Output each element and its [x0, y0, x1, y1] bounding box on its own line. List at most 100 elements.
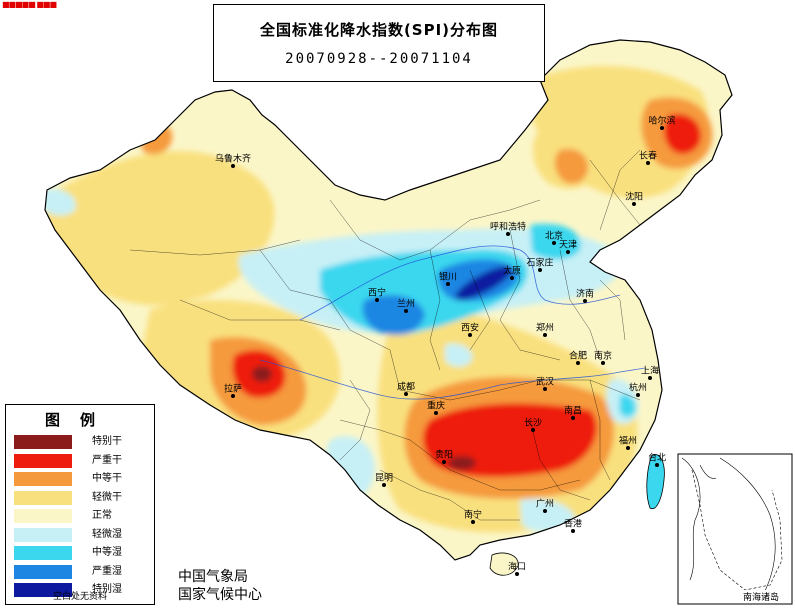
legend-note: 空白处无资料	[52, 592, 107, 602]
city-marker-nanchang	[571, 416, 575, 420]
map-title: 全国标准化降水指数(SPI)分布图	[259, 21, 499, 39]
city-label-shijiazhuang: 石家庄	[526, 258, 554, 269]
city-marker-harbin	[660, 126, 664, 130]
city-marker-hefei	[576, 361, 580, 365]
city-label-lanzhou: 兰州	[396, 299, 416, 310]
city-label-beijing: 北京	[544, 231, 564, 242]
legend-heading: 图例	[44, 411, 115, 429]
legend-item: 特别湿	[14, 583, 149, 599]
legend-item: 严重干	[14, 453, 149, 470]
legend-swatch	[14, 546, 72, 560]
legend-label: 特别湿	[92, 584, 122, 595]
city-marker-shijiazhuang	[538, 268, 542, 272]
legend-label: 轻微干	[92, 491, 122, 503]
city-marker-chengdu	[404, 392, 408, 396]
city-label-guiyang: 贵阳	[434, 450, 454, 461]
city-label-xian: 西安	[460, 323, 480, 334]
city-marker-yinchuan	[446, 282, 450, 286]
legend-swatch	[14, 583, 72, 597]
city-marker-nanning	[471, 520, 475, 524]
city-marker-nanjing	[601, 361, 605, 365]
legend-label: 特别干	[92, 436, 122, 447]
legend-swatch	[14, 435, 72, 449]
legend-swatch	[14, 509, 72, 523]
south-china-sea-inset	[677, 453, 793, 605]
legend: 图例 特别干严重干中等干轻微干正常轻微湿中等湿严重湿特别湿 空白处无资料	[5, 404, 155, 605]
legend-label: 中等湿	[92, 547, 122, 558]
legend-label: 轻微湿	[92, 528, 122, 540]
city-label-hohhot: 呼和浩特	[489, 222, 527, 233]
legend-item: 严重湿	[14, 564, 149, 581]
legend-item: 特别干	[14, 435, 149, 451]
legend-item: 正常	[14, 509, 149, 525]
legend-swatch	[14, 472, 72, 486]
legend-swatch	[14, 453, 72, 468]
city-label-yinchuan: 银川	[438, 272, 458, 283]
city-label-xining: 西宁	[367, 288, 387, 299]
city-marker-haikou	[515, 572, 519, 576]
city-label-chongqing: 重庆	[426, 401, 446, 412]
city-label-nanchang: 南昌	[563, 406, 583, 417]
city-label-fuzhou: 福州	[618, 436, 638, 447]
map-period: 20070928--20071104	[285, 51, 473, 67]
city-label-hangzhou: 杭州	[628, 383, 648, 394]
city-marker-shanghai	[648, 376, 652, 380]
city-marker-xining	[375, 298, 379, 302]
city-label-nanjing: 南京	[593, 351, 613, 362]
city-marker-wuhan	[543, 387, 547, 391]
agency-cma: 中国气象局	[178, 569, 248, 585]
city-label-kunming: 昆明	[374, 473, 394, 484]
city-label-chengdu: 成都	[396, 382, 416, 393]
city-label-urumqi: 乌鲁木齐	[214, 154, 252, 165]
corner-mark: ■■■■■ ■■■	[2, 0, 57, 9]
city-label-nanning: 南宁	[463, 510, 483, 521]
legend-item: 轻微湿	[14, 527, 149, 544]
city-label-changsha: 长沙	[523, 418, 543, 429]
city-marker-shenyang	[632, 202, 636, 206]
city-label-hefei: 合肥	[568, 351, 588, 362]
inset-label: 南海诸岛	[742, 590, 781, 603]
city-marker-taipei	[655, 463, 659, 467]
city-marker-zhengzhou	[543, 333, 547, 337]
city-label-haikou: 海口	[507, 562, 527, 573]
legend-item: 中等湿	[14, 546, 149, 562]
city-marker-hangzhou	[636, 393, 640, 397]
city-label-shanghai: 上海	[640, 366, 660, 377]
city-marker-kunming	[382, 483, 386, 487]
city-marker-guangzhou	[543, 509, 547, 513]
city-label-taipei: 台北	[647, 453, 667, 464]
city-marker-lhasa	[231, 394, 235, 398]
legend-label: 严重干	[92, 454, 122, 466]
agency-ncc: 国家气候中心	[178, 587, 262, 603]
city-marker-hongkong	[571, 529, 575, 533]
city-marker-xian	[468, 333, 472, 337]
city-label-zhengzhou: 郑州	[535, 323, 555, 334]
city-label-taiyuan: 太原	[502, 266, 522, 277]
city-label-jinan: 济南	[575, 289, 595, 300]
city-marker-changchun	[646, 161, 650, 165]
city-label-wuhan: 武汉	[535, 377, 555, 388]
city-marker-taiyuan	[510, 276, 514, 280]
city-marker-fuzhou	[626, 446, 630, 450]
city-marker-urumqi	[231, 164, 235, 168]
legend-item: 中等干	[14, 472, 149, 488]
city-label-hongkong: 香港	[563, 519, 583, 530]
legend-label: 中等干	[92, 473, 122, 484]
legend-label: 严重湿	[92, 565, 122, 577]
city-label-shenyang: 沈阳	[624, 192, 644, 203]
city-marker-hohhot	[506, 232, 510, 236]
legend-swatch	[14, 490, 72, 505]
legend-item: 轻微干	[14, 490, 149, 507]
city-marker-beijing	[552, 241, 556, 245]
legend-swatch	[14, 564, 72, 579]
city-marker-guiyang	[442, 460, 446, 464]
legend-swatch	[14, 527, 72, 542]
city-marker-lanzhou	[404, 309, 408, 313]
city-marker-chongqing	[434, 411, 438, 415]
city-marker-tianjin	[566, 250, 570, 254]
city-marker-changsha	[531, 428, 535, 432]
city-marker-jinan	[583, 299, 587, 303]
legend-label: 正常	[92, 510, 112, 521]
city-label-harbin: 哈尔滨	[648, 116, 676, 127]
